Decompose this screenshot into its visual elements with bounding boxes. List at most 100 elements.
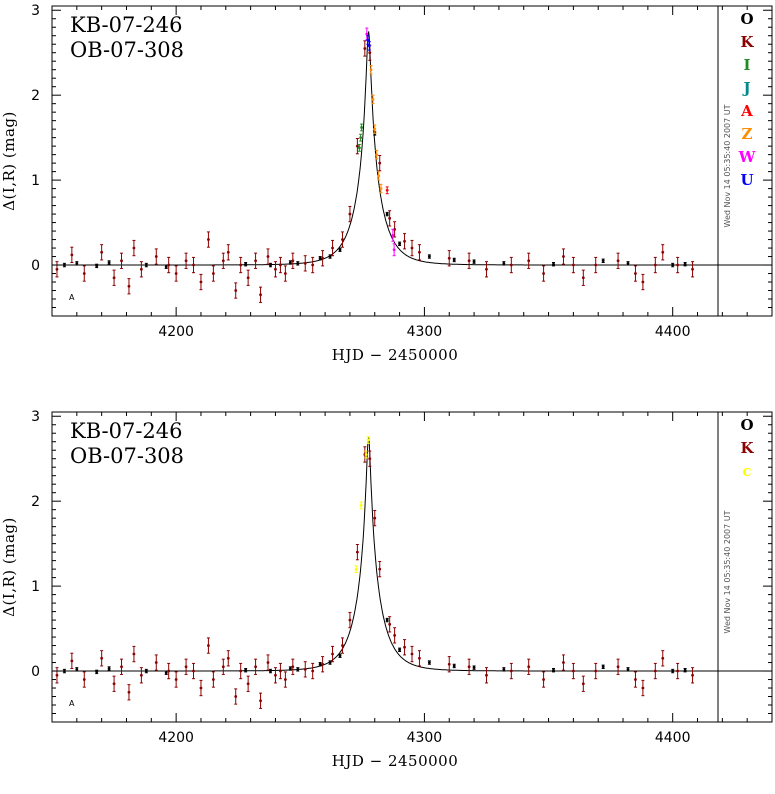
point-marker (283, 272, 287, 275)
data-point (221, 252, 225, 269)
data-point (691, 261, 695, 278)
point-marker (269, 263, 272, 267)
model-curve (52, 437, 772, 672)
data-point (447, 656, 451, 673)
data-point (127, 278, 131, 295)
point-marker (671, 669, 675, 673)
point-marker (139, 267, 143, 271)
data-point (641, 679, 645, 697)
data-point (107, 260, 111, 265)
point-marker (100, 656, 104, 660)
point-marker (378, 567, 382, 571)
point-marker (311, 263, 315, 267)
data-point (95, 669, 99, 675)
data-point (653, 256, 657, 274)
data-point (328, 254, 332, 259)
data-point (379, 183, 383, 194)
point-marker (318, 256, 322, 260)
legend-entry-O: O (740, 416, 753, 434)
y-axis-label: Δ(I,R) (mag) (0, 111, 18, 211)
data-point (385, 211, 389, 217)
point-marker (246, 276, 250, 280)
data-point (571, 662, 575, 680)
point-marker (683, 262, 687, 266)
data-point (484, 261, 488, 278)
point-marker (288, 667, 292, 670)
data-point (371, 94, 375, 105)
data-point (392, 243, 396, 257)
point-marker (364, 453, 368, 456)
point-marker (594, 263, 598, 267)
point-marker (100, 250, 104, 254)
y-tick-label: 3 (31, 3, 40, 19)
data-point (206, 637, 210, 654)
data-point (174, 265, 178, 282)
series-K (55, 446, 695, 709)
point-marker (359, 136, 363, 140)
data-point (472, 259, 476, 264)
x-tick-label: 4300 (407, 730, 443, 746)
x-tick-label: 4300 (407, 324, 443, 340)
data-point (318, 256, 322, 261)
point-marker (234, 289, 238, 292)
data-point (354, 565, 358, 574)
timestamp: Wed Nov 14 05:35:40 2007 UT (723, 510, 732, 633)
point-marker (403, 239, 406, 243)
legend-entry-J: J (741, 79, 750, 97)
point-marker (254, 665, 257, 669)
data-point (132, 645, 136, 663)
point-marker (154, 255, 158, 258)
data-point (246, 675, 250, 692)
legend-entry-c: c (742, 462, 751, 480)
point-marker (132, 652, 136, 656)
point-marker (427, 255, 431, 258)
data-point (369, 64, 373, 75)
data-point (246, 269, 250, 286)
legend-entry-K: K (740, 33, 754, 51)
point-marker (221, 665, 225, 669)
data-point (509, 256, 513, 274)
point-marker (467, 665, 471, 669)
data-point (283, 671, 287, 688)
data-point (139, 667, 143, 684)
data-point (192, 662, 196, 680)
point-marker (331, 246, 334, 250)
data-point (244, 261, 248, 267)
point-marker (211, 678, 215, 681)
point-marker (63, 263, 66, 267)
point-marker (502, 261, 506, 265)
point-marker (164, 265, 168, 269)
point-marker (581, 682, 585, 686)
point-marker (527, 665, 531, 669)
point-marker (653, 263, 657, 267)
point-marker (112, 276, 116, 280)
data-point (467, 658, 471, 675)
data-point (192, 256, 196, 274)
point-marker (192, 263, 195, 267)
point-marker (199, 686, 203, 690)
point-marker (691, 267, 694, 271)
point-marker (509, 263, 513, 267)
data-point (348, 611, 352, 629)
point-marker (338, 248, 342, 252)
data-point (366, 436, 370, 444)
data-point (259, 692, 263, 709)
data-point (581, 675, 585, 692)
point-marker (70, 659, 74, 663)
point-marker (385, 618, 389, 622)
point-marker (338, 654, 342, 658)
point-marker (354, 567, 358, 571)
data-point (120, 658, 124, 675)
point-marker (341, 238, 344, 241)
point-marker (55, 673, 59, 677)
data-point (62, 668, 66, 674)
data-point (417, 650, 421, 667)
data-point (378, 560, 382, 578)
corner-mark: A (69, 699, 75, 708)
data-point (154, 248, 158, 265)
data-point (359, 501, 363, 510)
data-point (626, 667, 630, 672)
data-point (211, 671, 215, 688)
data-point (683, 261, 687, 267)
data-point (167, 256, 171, 274)
